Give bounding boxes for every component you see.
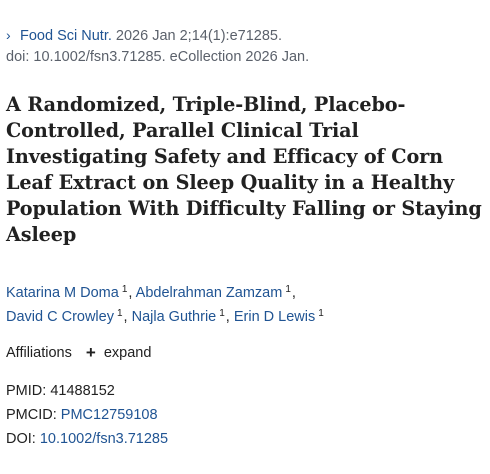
author-item: David C Crowley 1 [6, 308, 124, 326]
pmcid-row: PMCID: PMC12759108 [6, 403, 168, 427]
journal-link[interactable]: Food Sci Nutr. [20, 28, 112, 44]
doi-label: DOI: [6, 431, 36, 447]
affiliations-label: Affiliations [6, 345, 72, 361]
author-link[interactable]: Erin D Lewis [233, 309, 316, 325]
author-link[interactable]: Najla Guthrie [131, 309, 217, 325]
author-link[interactable]: David C Crowley [6, 309, 114, 325]
affiliation-ref[interactable]: 1 [219, 308, 225, 319]
author-item: Erin D Lewis 1 [233, 308, 325, 326]
affiliation-ref[interactable]: 1 [285, 284, 291, 295]
pmid-row: PMID: 41488152 [6, 379, 168, 403]
author-link[interactable]: Katarina M Doma [6, 285, 119, 301]
affiliations-expand-button[interactable]: + expand [86, 343, 152, 363]
doi-link[interactable]: 10.1002/fsn3.71285 [39, 431, 169, 447]
affiliation-ref[interactable]: 1 [116, 308, 123, 319]
author-item: Katarina M Doma 1 [6, 284, 128, 302]
journal-citation: › Food Sci Nutr. 2026 Jan 2;14(1):e71285. [6, 25, 282, 46]
expand-label: expand [103, 345, 152, 361]
affiliation-ref[interactable]: 1 [318, 308, 324, 319]
affiliation-ref[interactable]: 1 [121, 284, 128, 295]
author-item: Najla Guthrie 1 [131, 308, 226, 326]
chevron-right-icon[interactable]: › [6, 27, 11, 43]
doi-row: DOI: 10.1002/fsn3.71285 [6, 427, 168, 451]
author-item: Abdelrahman Zamzam 1 [135, 284, 292, 302]
article-title: A Randomized, Triple-Blind, Placebo-Cont… [6, 93, 482, 246]
author-link[interactable]: Abdelrahman Zamzam [135, 285, 283, 301]
pmcid-label: PMCID: [6, 407, 57, 423]
citation-doi: doi: 10.1002/fsn3.71285. eCollection 202… [6, 49, 310, 65]
identifiers: PMID: 41488152 PMCID: PMC12759108 DOI: 1… [6, 379, 168, 451]
citation-details: 2026 Jan 2;14(1):e71285. [111, 28, 282, 44]
plus-icon: + [85, 343, 96, 362]
author-list: Katarina M Doma 1, Abdelrahman Zamzam 1, D… [6, 284, 325, 326]
affiliations-section: Affiliations + expand [6, 343, 151, 363]
pmid-value: 41488152 [50, 383, 115, 399]
pmcid-link[interactable]: PMC12759108 [60, 407, 158, 423]
pmid-label: PMID: [6, 383, 47, 399]
